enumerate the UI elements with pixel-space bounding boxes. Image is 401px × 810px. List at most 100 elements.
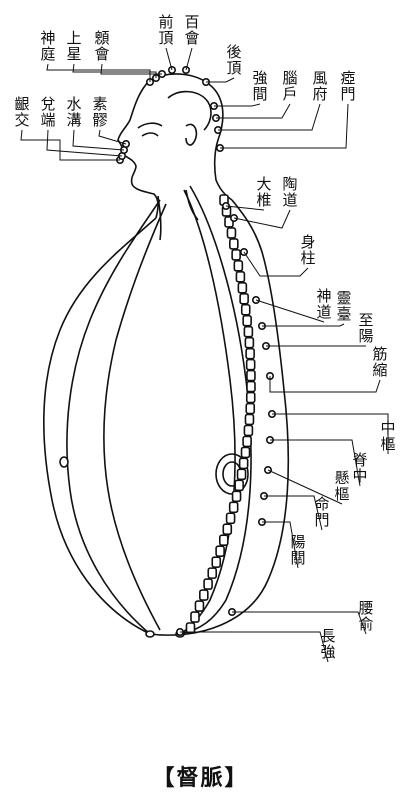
vertebra-segment bbox=[212, 557, 220, 567]
vertebra-segment bbox=[220, 535, 228, 545]
vertebra-segment bbox=[245, 414, 253, 424]
leader-houding bbox=[206, 78, 234, 82]
label-shuigou: 水溝 bbox=[66, 95, 82, 129]
label-lingtai: 靈臺 bbox=[336, 289, 352, 323]
vertebra-segment bbox=[246, 349, 254, 359]
leader-baihui bbox=[186, 48, 192, 70]
vertebra-segment bbox=[200, 590, 208, 600]
vertebra-segment bbox=[242, 305, 250, 315]
label-houding: 後頂 bbox=[226, 43, 242, 77]
label-changqiang: 長強 bbox=[320, 627, 336, 661]
leader-mingmen bbox=[264, 496, 322, 530]
base-dot bbox=[146, 631, 154, 637]
posterior-line-b bbox=[180, 186, 251, 634]
brain-curve bbox=[168, 92, 211, 130]
leader-jizhong bbox=[270, 440, 360, 486]
vertebra-segment bbox=[247, 382, 255, 392]
leader-yamen bbox=[220, 104, 348, 148]
label-qianding: 前頂 bbox=[158, 13, 174, 47]
eyebrow bbox=[138, 123, 162, 128]
leader-naohu bbox=[216, 104, 290, 118]
label-yamen: 瘂門 bbox=[340, 69, 356, 103]
vertebra-segment bbox=[238, 283, 246, 293]
vertebra-segment bbox=[245, 338, 253, 348]
figure-caption: 【督脈】 bbox=[152, 765, 249, 791]
label-shenting: 神庭 bbox=[40, 29, 56, 63]
label-mingmen: 命門 bbox=[314, 495, 330, 529]
leader-dazhui bbox=[226, 206, 264, 210]
leader-qianding bbox=[166, 48, 172, 70]
vertebra-segment bbox=[244, 425, 252, 435]
vertebra-segment bbox=[195, 601, 203, 611]
vertebra-segment bbox=[230, 502, 238, 512]
leader-yinjiao bbox=[21, 130, 120, 160]
eye bbox=[142, 133, 158, 136]
vertebra-segment bbox=[186, 623, 194, 633]
leader-yangguan bbox=[262, 522, 298, 568]
vertebra-segment bbox=[243, 436, 251, 446]
posterior-line-a bbox=[180, 190, 235, 634]
vertebra-segment bbox=[204, 579, 212, 589]
head-face-outline bbox=[118, 74, 232, 218]
label-zhongshu: 中樞 bbox=[380, 419, 396, 453]
vertebra-segment bbox=[247, 393, 255, 403]
vertebra-segment bbox=[247, 371, 255, 381]
leader-shenzhu bbox=[244, 252, 308, 276]
leader-lines bbox=[21, 48, 388, 662]
label-zhiyang: 至陽 bbox=[358, 311, 374, 345]
vertebra-segment bbox=[191, 612, 199, 622]
vertebra-segment bbox=[242, 447, 250, 457]
side-dot bbox=[60, 457, 68, 467]
leader-lingtai bbox=[262, 324, 344, 326]
leader-duiduan bbox=[47, 130, 122, 156]
leader-jinsuo bbox=[270, 376, 380, 392]
vertebra-segment bbox=[227, 228, 235, 238]
label-shenzhu: 身柱 bbox=[300, 233, 316, 267]
vertebra-segment bbox=[208, 568, 216, 578]
label-jizhong: 脊中 bbox=[352, 451, 368, 485]
governing-vessel-chain bbox=[60, 195, 255, 637]
leader-shendao bbox=[256, 300, 324, 322]
leader-xuanshu bbox=[268, 470, 342, 504]
vertebra-segment bbox=[246, 404, 254, 414]
vertebra-segment bbox=[247, 360, 255, 370]
label-shangxing: 上星 bbox=[66, 29, 82, 63]
label-fengfu: 風府 bbox=[312, 69, 328, 103]
label-duiduan: 兌端 bbox=[40, 95, 56, 129]
label-suliao: 素髎 bbox=[92, 95, 108, 129]
vertebra-segment bbox=[244, 327, 252, 337]
vertebra-segment bbox=[240, 458, 248, 468]
neck-line-right bbox=[186, 190, 198, 220]
vertebra-segment bbox=[223, 524, 231, 534]
leader-zhongshu bbox=[272, 414, 388, 454]
vertebra-segment bbox=[232, 250, 240, 260]
ear bbox=[186, 124, 196, 145]
leader-xinhui bbox=[101, 64, 162, 74]
vertebra-segment bbox=[234, 261, 242, 271]
vertebra-segment bbox=[238, 469, 246, 479]
leader-shangxing bbox=[73, 64, 156, 78]
label-baihui: 百會 bbox=[184, 13, 200, 47]
vertebra-segment bbox=[236, 272, 244, 282]
leader-qiangjian bbox=[214, 104, 260, 106]
vertebra-segment bbox=[235, 480, 243, 490]
leader-taodao bbox=[234, 210, 290, 228]
label-xinhui: 顖會 bbox=[94, 29, 110, 63]
label-xuanshu: 懸樞 bbox=[334, 469, 350, 503]
label-qiangjian: 強間 bbox=[252, 69, 268, 103]
vertebra-segment bbox=[230, 239, 238, 249]
leader-changqiang bbox=[180, 632, 328, 662]
leader-suliao bbox=[99, 130, 126, 144]
vertebra-segment bbox=[216, 546, 224, 556]
leader-fengfu bbox=[218, 104, 320, 130]
label-shendao: 神道 bbox=[316, 287, 332, 321]
label-yinjiao: 齦交 bbox=[14, 95, 30, 129]
label-taodao: 陶道 bbox=[282, 175, 298, 209]
vertebra-segment bbox=[243, 316, 251, 326]
anterior-line-inner bbox=[104, 204, 166, 630]
label-yangguan: 陽關 bbox=[290, 533, 306, 567]
vertebra-segment bbox=[240, 294, 248, 304]
label-dazhui: 大椎 bbox=[256, 175, 272, 209]
